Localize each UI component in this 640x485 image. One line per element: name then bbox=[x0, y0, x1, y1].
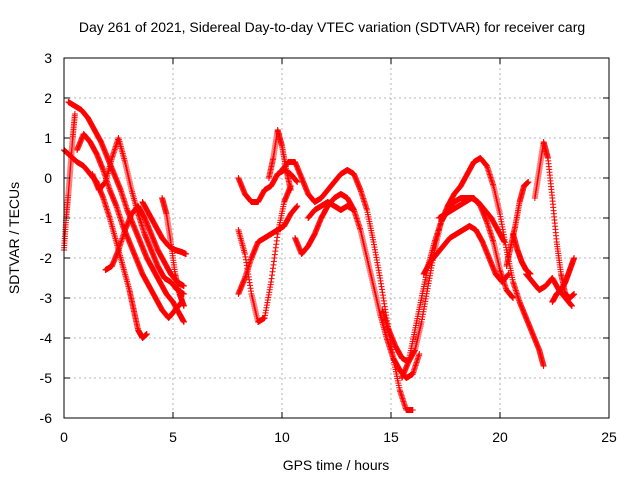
series-sat-q bbox=[398, 195, 517, 381]
y-axis-label: SDTVAR / TECUs bbox=[6, 182, 22, 294]
data-point-marker bbox=[525, 179, 532, 185]
data-point-marker bbox=[294, 179, 301, 185]
y-tick-label: -5 bbox=[40, 370, 53, 386]
series-sat-b bbox=[65, 99, 187, 325]
points-layer bbox=[61, 99, 578, 413]
data-point-marker bbox=[416, 351, 423, 357]
y-tick-label: -1 bbox=[40, 210, 53, 226]
data-point-marker bbox=[501, 239, 508, 245]
data-point-marker bbox=[183, 251, 190, 257]
y-tick-label: -3 bbox=[40, 290, 53, 306]
data-point-marker bbox=[571, 255, 578, 261]
y-tick-label: -6 bbox=[40, 410, 53, 426]
series-sat-o bbox=[305, 199, 357, 221]
data-point-marker bbox=[571, 291, 578, 297]
series-sat-w bbox=[549, 255, 578, 305]
x-tick-label: 5 bbox=[169, 429, 177, 445]
series-sat-d bbox=[89, 135, 187, 297]
data-point-marker bbox=[294, 203, 301, 209]
x-tick-label: 25 bbox=[601, 429, 617, 445]
x-axis-label: GPS time / hours bbox=[283, 457, 390, 473]
ticks-layer: 0 5 10 15 20 25 -6 -5 -4 -3 -2 -1 0 1 2 3 bbox=[40, 50, 617, 445]
chart-title: Day 261 of 2021, Sidereal Day-to-day VTE… bbox=[79, 19, 585, 35]
series-sat-t bbox=[503, 179, 532, 269]
x-tick-label: 10 bbox=[274, 429, 290, 445]
data-point-marker bbox=[409, 407, 416, 413]
series-sat-i bbox=[235, 167, 301, 205]
data-point-marker bbox=[505, 271, 512, 277]
series-sat-h bbox=[159, 195, 187, 309]
data-point-marker bbox=[568, 303, 575, 309]
data-point-marker bbox=[180, 303, 187, 309]
y-tick-label: -4 bbox=[40, 330, 53, 346]
series-sat-c bbox=[74, 131, 185, 321]
y-tick-label: 1 bbox=[44, 130, 52, 146]
data-point-marker bbox=[510, 295, 517, 301]
data-point-marker bbox=[540, 363, 547, 369]
data-point-marker bbox=[350, 207, 357, 213]
series-sat-k bbox=[235, 203, 301, 297]
x-tick-label: 15 bbox=[383, 429, 399, 445]
series-sat-u bbox=[531, 139, 578, 301]
data-point-marker bbox=[143, 331, 150, 337]
plot-frame bbox=[63, 57, 610, 419]
x-tick-label: 0 bbox=[60, 429, 68, 445]
data-point-marker bbox=[71, 111, 78, 117]
y-tick-label: 3 bbox=[44, 50, 52, 66]
data-point-marker bbox=[527, 271, 534, 277]
data-point-marker bbox=[287, 187, 294, 193]
series-sat-j bbox=[235, 183, 294, 325]
series-sat-g bbox=[139, 199, 190, 257]
series-sat-n bbox=[292, 191, 423, 381]
series-sat-s bbox=[435, 195, 508, 245]
data-point-marker bbox=[180, 319, 187, 325]
series-sat-r bbox=[420, 223, 512, 285]
x-tick-label: 20 bbox=[492, 429, 508, 445]
y-tick-label: 0 bbox=[44, 170, 52, 186]
y-tick-label: 2 bbox=[44, 90, 52, 106]
data-point-marker bbox=[180, 283, 187, 289]
y-tick-label: -2 bbox=[40, 250, 53, 266]
series-sat-x bbox=[510, 231, 534, 277]
